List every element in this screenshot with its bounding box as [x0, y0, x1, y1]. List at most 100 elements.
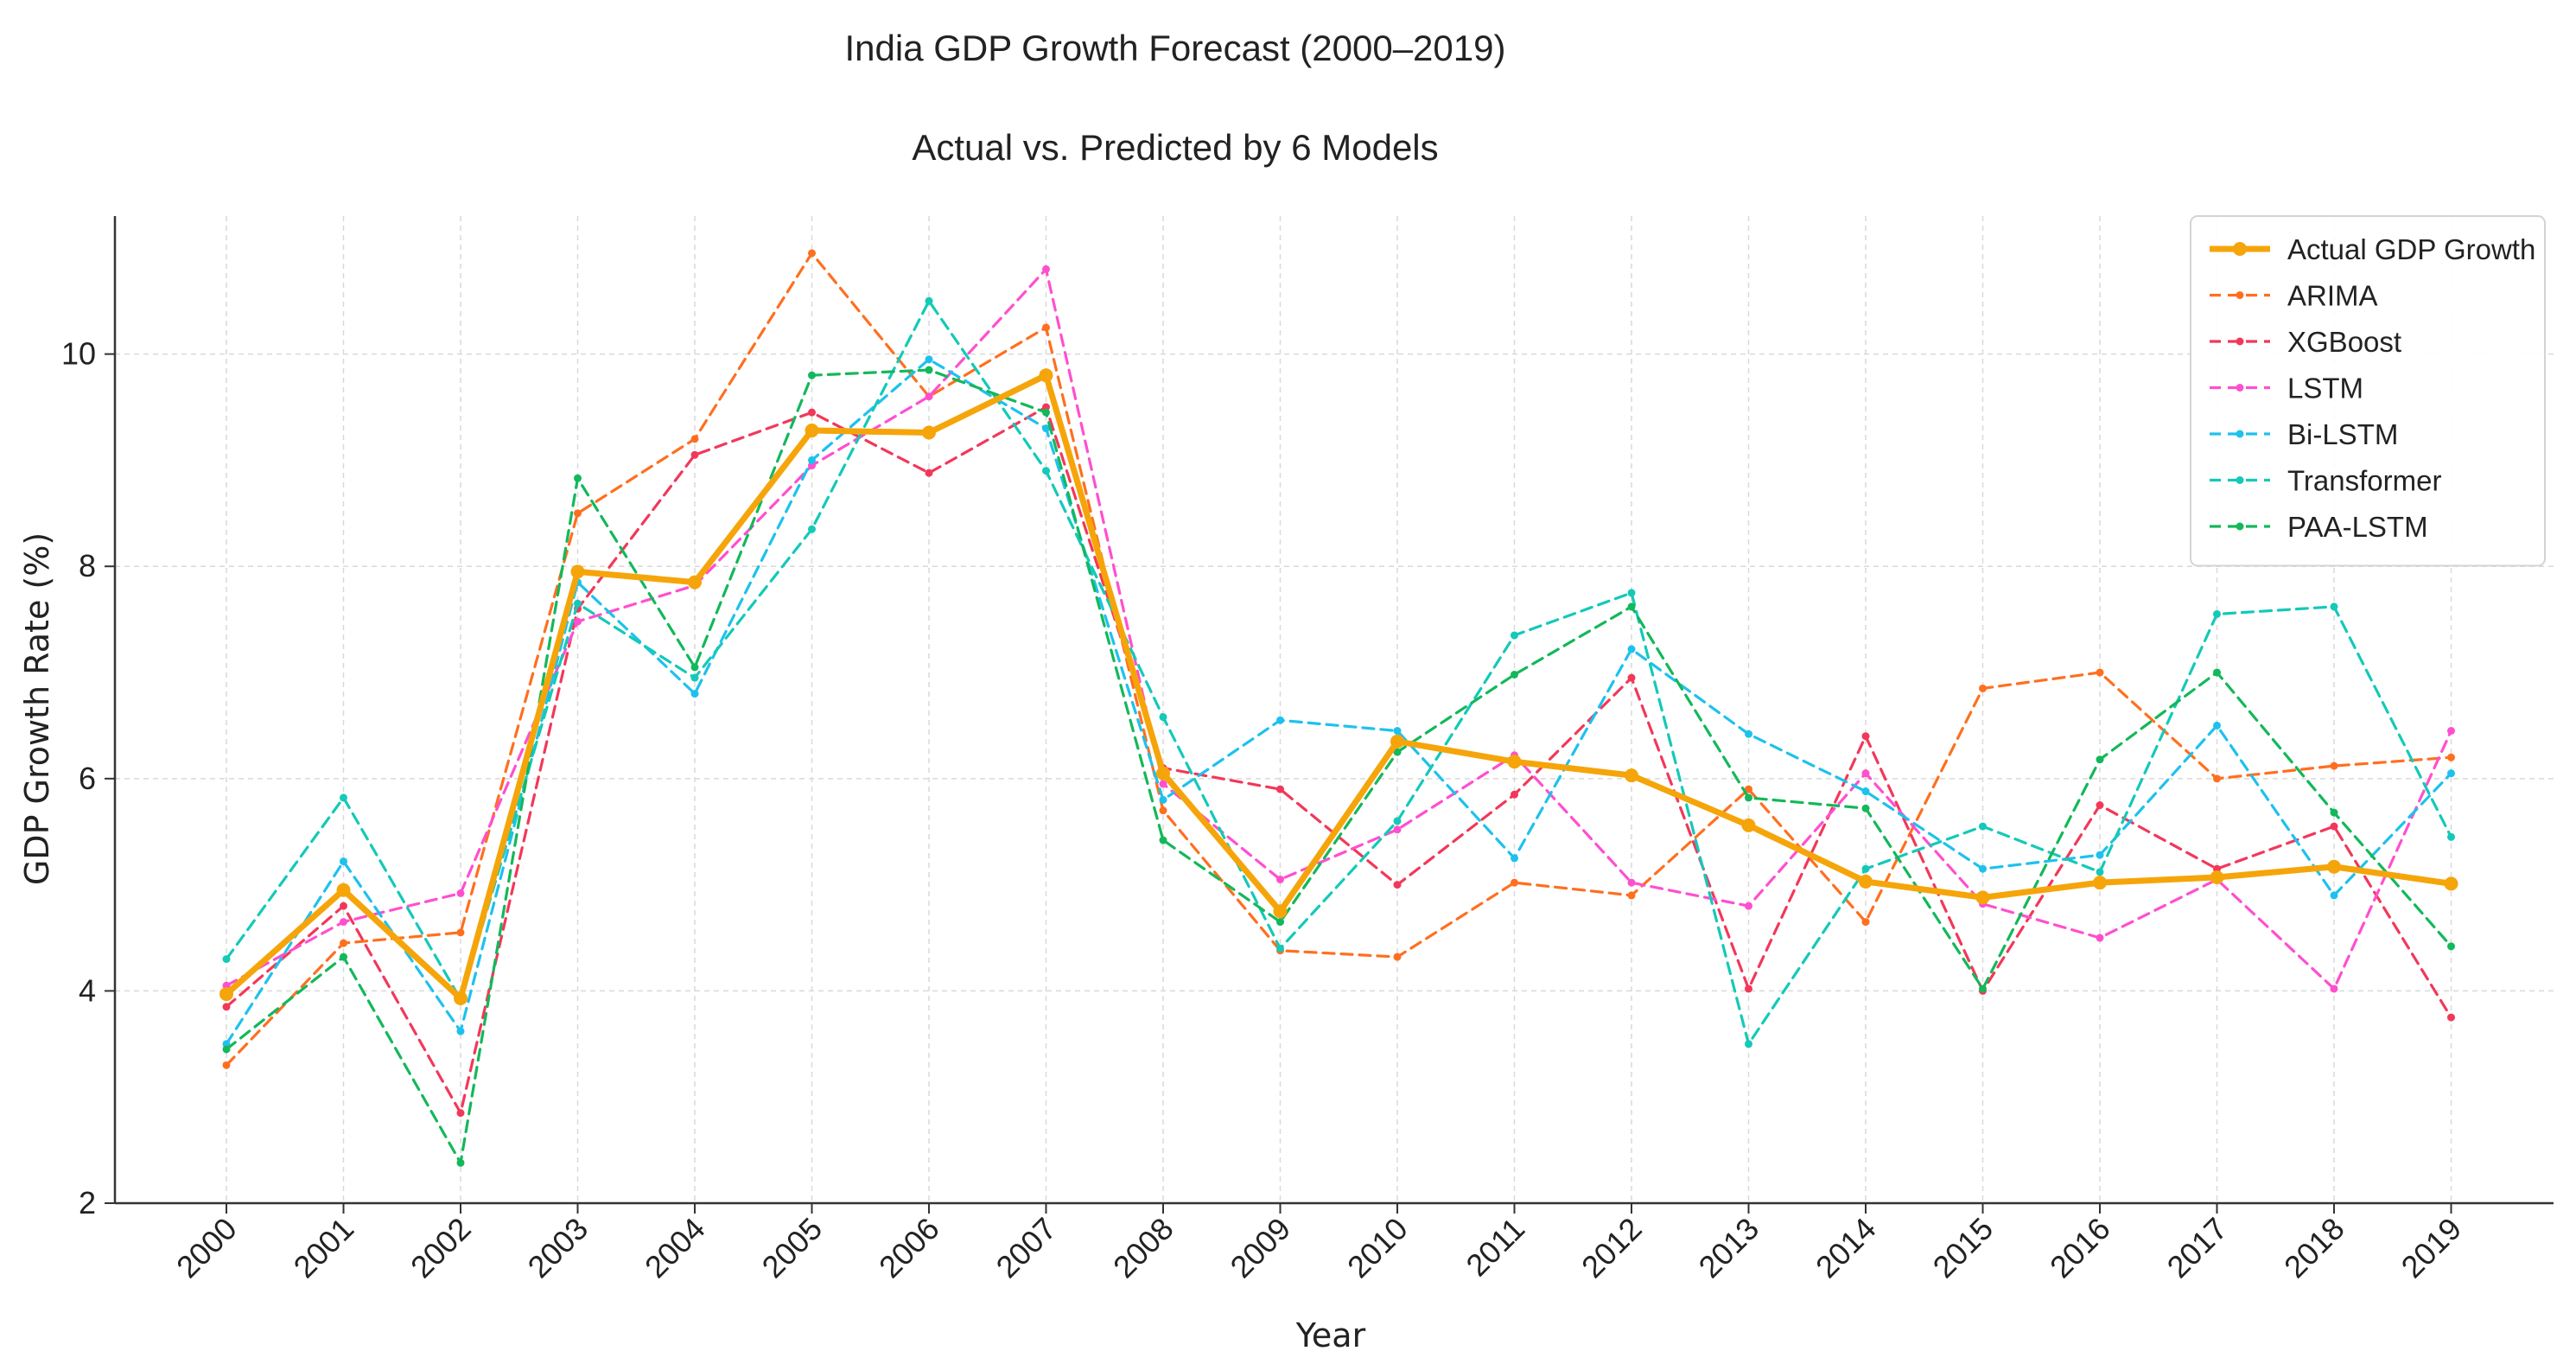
data-point: [456, 1109, 465, 1118]
data-point: [1276, 944, 1284, 953]
y-axis-ticks: 2 4 6 8 10: [61, 336, 115, 1220]
data-point: [1511, 670, 1518, 679]
data-point: [1393, 748, 1402, 756]
data-point: [222, 1045, 231, 1054]
data-point: [1979, 864, 1987, 873]
data-point: [219, 987, 233, 1002]
x-tick-label: 2015: [1926, 1211, 2000, 1285]
data-point: [1159, 713, 1167, 722]
x-tick-label: 2001: [287, 1211, 361, 1285]
data-point: [805, 424, 819, 438]
data-point: [222, 955, 231, 964]
data-point: [1159, 795, 1167, 804]
x-axis-ticks: 2000 2001 2002 2003 2004 2005 2006 2007 2008 2009…: [169, 1203, 2468, 1284]
data-point: [1979, 984, 1987, 993]
x-tick-label: 2000: [169, 1211, 244, 1285]
series-arima: [222, 249, 2455, 1069]
axes: [113, 216, 2554, 1205]
legend-label: Transformer: [2287, 465, 2441, 497]
data-point: [2213, 609, 2221, 618]
data-point: [2096, 934, 2104, 942]
data-point: [925, 355, 933, 364]
x-tick-label: 2002: [404, 1211, 478, 1285]
chart-title: India GDP Growth Forecast (2000–2019): [845, 28, 1506, 68]
data-point: [340, 953, 347, 961]
data-point: [1393, 817, 1402, 825]
data-point: [1627, 673, 1636, 682]
data-point: [1627, 589, 1636, 597]
y-tick-label: 6: [79, 761, 96, 796]
x-tick-label: 2016: [2043, 1211, 2117, 1285]
data-point: [1042, 408, 1050, 417]
data-point: [1039, 368, 1053, 383]
legend-marker: [2233, 242, 2247, 256]
data-point: [456, 1158, 465, 1167]
data-point: [1627, 891, 1636, 900]
data-point: [574, 474, 582, 482]
legend-marker: [2236, 476, 2244, 484]
data-point: [1745, 730, 1752, 738]
x-tick-label: 2013: [1692, 1211, 1766, 1285]
data-point: [690, 435, 699, 443]
data-point: [808, 371, 816, 379]
data-point: [2447, 1013, 2455, 1022]
data-point: [1156, 766, 1170, 781]
data-point: [690, 663, 699, 672]
data-point: [2213, 774, 2221, 783]
data-point: [808, 249, 816, 258]
x-tick-label: 2017: [2160, 1211, 2235, 1285]
data-point: [688, 575, 702, 589]
series-line: [225, 267, 2453, 991]
data-point: [1745, 902, 1752, 910]
data-point: [1159, 780, 1167, 788]
data-point: [1393, 953, 1402, 961]
y-axis-label: GDP Growth Rate (%): [18, 532, 56, 885]
legend-label: PAA-LSTM: [2287, 511, 2428, 543]
data-point: [1745, 984, 1752, 993]
legend-item: XGBoost: [2210, 326, 2401, 358]
legend-item: PAA-LSTM: [2210, 511, 2428, 543]
series-line: [225, 368, 2453, 1164]
data-point: [1975, 890, 1990, 905]
data-point: [1042, 467, 1050, 475]
data-point: [2447, 769, 2455, 778]
legend-label: LSTM: [2287, 373, 2363, 405]
data-point: [2330, 822, 2338, 831]
data-point: [2330, 808, 2338, 817]
data-point: [340, 918, 347, 927]
legend-label: Bi-LSTM: [2287, 418, 2398, 450]
data-point: [1390, 734, 1404, 749]
x-tick-label: 2006: [872, 1211, 946, 1285]
series-line: [225, 299, 2453, 1046]
x-tick-label: 2018: [2277, 1211, 2351, 1285]
data-point: [340, 902, 347, 910]
data-point: [2213, 721, 2221, 730]
legend-item: Actual GDP Growth: [2210, 233, 2535, 265]
x-tick-label: 2011: [1459, 1211, 1531, 1284]
data-point: [1979, 822, 1987, 831]
x-tick-label: 2019: [2395, 1211, 2469, 1285]
data-point: [1276, 875, 1284, 883]
y-tick-label: 10: [61, 336, 96, 372]
legend-marker: [2236, 291, 2244, 299]
data-point: [222, 1003, 231, 1011]
data-point: [1745, 793, 1752, 802]
series-transformer: [222, 296, 2455, 1048]
legend-marker: [2236, 522, 2244, 531]
series-line: [225, 405, 2453, 1115]
x-tick-label: 2010: [1340, 1211, 1415, 1285]
data-point: [1627, 602, 1636, 611]
x-tick-label: 2014: [1809, 1211, 1883, 1285]
data-point: [574, 599, 582, 608]
data-point: [456, 928, 465, 937]
data-point: [925, 468, 933, 477]
legend-marker: [2236, 384, 2244, 392]
chart-subtitle: Actual vs. Predicted by 6 Models: [912, 127, 1438, 168]
data-point: [1393, 727, 1402, 736]
data-point: [1273, 904, 1288, 919]
data-point: [690, 673, 699, 682]
data-point: [574, 617, 582, 626]
x-tick-label: 2008: [1106, 1211, 1180, 1285]
legend-item: ARIMA: [2210, 280, 2378, 312]
data-point: [2447, 942, 2455, 951]
